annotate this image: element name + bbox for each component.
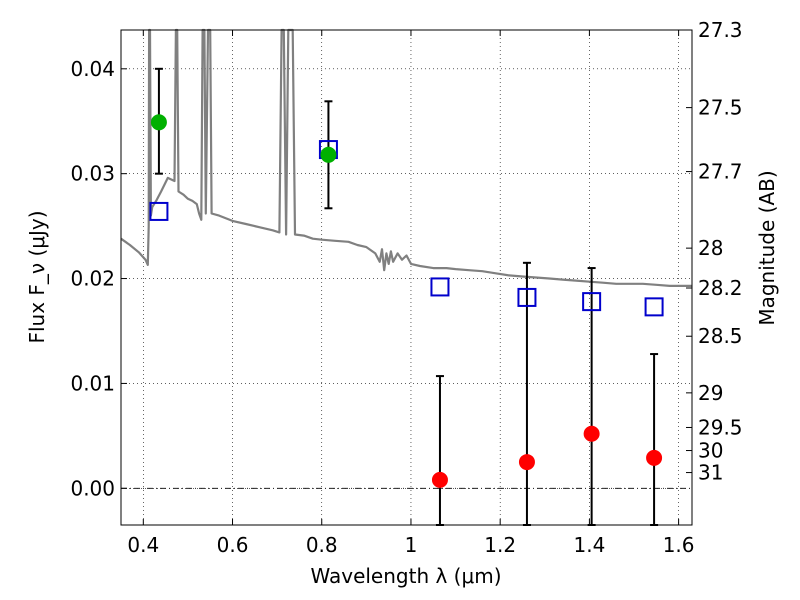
x-tick-label: 1.2 — [484, 533, 516, 557]
model-photometry-point — [149, 201, 169, 221]
x-axis-label: Wavelength λ (μm) — [310, 564, 501, 588]
right-tick-label: 27.5 — [698, 96, 743, 120]
x-tick-label: 1.6 — [663, 533, 695, 557]
x-tick-labels: 0.4 0.6 0.8 1 1.2 1.4 1.6 — [127, 533, 694, 557]
x-tick-label: 0.6 — [217, 533, 249, 557]
spectrum-line — [120, 28, 692, 287]
y-axis-label-right: Magnitude (AB) — [755, 170, 779, 325]
right-tick-label: 29 — [698, 381, 723, 405]
y-tick-label: 0.04 — [70, 57, 115, 81]
right-tick-label: 28 — [698, 236, 723, 260]
model-photometry-point — [582, 292, 602, 312]
nondetection-point — [583, 425, 600, 442]
grid-lines — [121, 30, 692, 525]
x-tick-label: 0.8 — [306, 533, 338, 557]
nondetection-point — [646, 449, 663, 466]
y-tick-label: 0.00 — [70, 476, 115, 500]
data-points — [149, 114, 664, 488]
model-photometry-point — [517, 287, 537, 307]
right-tick-label: 30 — [698, 439, 723, 463]
detection-point — [150, 114, 167, 131]
detection-point — [320, 146, 337, 163]
right-tick-label: 31 — [698, 461, 723, 485]
y-tick-label: 0.03 — [70, 162, 115, 186]
nondetection-point — [518, 454, 535, 471]
y-axis-label-left: Flux F_ν (μJy) — [25, 210, 49, 343]
plot-frame — [120, 29, 693, 526]
x-tick-label: 1 — [405, 533, 418, 557]
right-tick-label: 28.2 — [698, 276, 743, 300]
right-tick-label: 29.5 — [698, 415, 743, 439]
right-tick-label: 27.3 — [698, 18, 743, 42]
right-tick-label: 28.5 — [698, 324, 743, 348]
x-tick-label: 0.4 — [127, 533, 159, 557]
x-tick-label: 1.4 — [573, 533, 605, 557]
y-tick-label: 0.02 — [70, 267, 115, 291]
model-photometry-point — [430, 277, 450, 297]
y-tick-label: 0.01 — [70, 371, 115, 395]
model-photometry-point — [644, 297, 664, 317]
y-tick-labels: 0.00 0.01 0.02 0.03 0.04 — [70, 57, 115, 500]
model-spectrum — [120, 28, 692, 287]
nondetection-point — [431, 471, 448, 488]
right-tick-label: 27.7 — [698, 160, 743, 184]
